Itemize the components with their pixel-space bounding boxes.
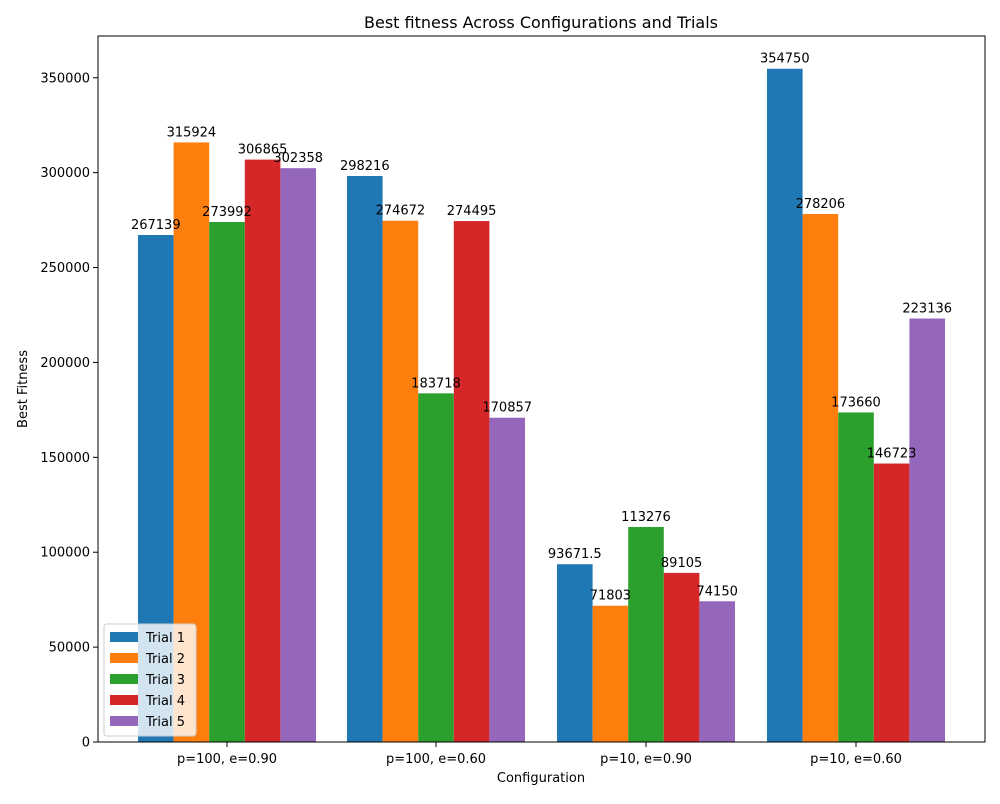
legend-swatch-trial-1 bbox=[110, 632, 138, 642]
y-tick-label: 200000 bbox=[40, 356, 90, 371]
bar-trial-3-config-4 bbox=[838, 412, 874, 742]
bar-trial-5-config-4 bbox=[909, 318, 945, 742]
legend-label-trial-1: Trial 1 bbox=[145, 631, 185, 646]
data-label-trial-2-config-1: 315924 bbox=[167, 125, 217, 140]
legend: Trial 1 Trial 2 Trial 3 Trial 4 Trial 5 bbox=[103, 623, 197, 737]
legend-box bbox=[103, 623, 197, 737]
data-label-trial-3-config-2: 183718 bbox=[411, 376, 461, 391]
legend-swatch-trial-3 bbox=[110, 674, 138, 684]
x-axis: p=100, e=0.90 p=100, e=0.60 p=10, e=0.90 p=… bbox=[177, 742, 902, 767]
data-label-trial-4-config-1: 306865 bbox=[238, 143, 288, 158]
y-tick-label: 250000 bbox=[40, 261, 90, 276]
data-label-trial-5-config-4: 223136 bbox=[902, 302, 952, 317]
legend-label-trial-2: Trial 2 bbox=[145, 652, 185, 667]
y-tick-label: 0 bbox=[82, 736, 90, 751]
data-label-trial-1-config-1: 267139 bbox=[131, 218, 181, 233]
bar-trial-4-config-1 bbox=[244, 159, 281, 742]
data-label-trial-1-config-2: 298216 bbox=[340, 159, 390, 174]
data-label-trial-3-config-4: 173660 bbox=[831, 395, 881, 410]
data-label-trial-3-config-3: 113276 bbox=[621, 510, 671, 525]
y-tick-label: 100000 bbox=[40, 546, 90, 561]
bar-trial-3-config-2 bbox=[418, 393, 454, 742]
data-label-trial-2-config-4: 278206 bbox=[796, 197, 846, 212]
x-axis-label: Configuration bbox=[497, 771, 585, 786]
data-labels-layer: 267139 298216 93671.5 354750 315924 274672 718… bbox=[131, 52, 952, 604]
bar-trial-4-config-3 bbox=[663, 572, 700, 742]
data-label-trial-4-config-2: 274495 bbox=[447, 204, 497, 219]
legend-label-trial-5: Trial 5 bbox=[145, 715, 185, 730]
plot-frame bbox=[97, 35, 986, 743]
data-label-trial-2-config-3: 71803 bbox=[590, 589, 631, 604]
data-label-trial-2-config-2: 274672 bbox=[376, 204, 426, 219]
bar-trial-1-config-3 bbox=[557, 564, 593, 742]
bar-trial-2-config-2 bbox=[382, 220, 419, 743]
bar-trial-5-config-2 bbox=[489, 417, 525, 742]
bar-trial-3-config-3 bbox=[628, 527, 664, 742]
bars-layer bbox=[138, 68, 945, 743]
x-tick-label: p=10, e=0.90 bbox=[600, 752, 692, 767]
legend-swatch-trial-2 bbox=[110, 653, 138, 663]
bar-trial-5-config-1 bbox=[280, 168, 316, 742]
legend-swatch-trial-5 bbox=[110, 716, 138, 726]
data-label-trial-1-config-4: 354750 bbox=[760, 52, 810, 67]
bar-trial-1-config-4 bbox=[767, 68, 803, 742]
bar-trial-5-config-3 bbox=[699, 601, 735, 742]
y-tick-label: 50000 bbox=[49, 641, 90, 656]
legend-label-trial-3: Trial 3 bbox=[145, 673, 185, 688]
bar-trial-4-config-2 bbox=[453, 221, 490, 742]
data-label-trial-4-config-3: 89105 bbox=[661, 556, 702, 571]
bar-trial-3-config-1 bbox=[209, 222, 245, 743]
chart-title: Best fitness Across Configurations and T… bbox=[364, 13, 718, 32]
bar-trial-2-config-4 bbox=[802, 214, 839, 742]
y-tick-label: 150000 bbox=[40, 451, 90, 466]
bar-trial-2-config-3 bbox=[592, 605, 629, 742]
bar-trial-1-config-2 bbox=[347, 176, 383, 742]
x-tick-label: p=10, e=0.60 bbox=[810, 752, 902, 767]
data-label-trial-1-config-3: 93671.5 bbox=[548, 547, 602, 562]
y-tick-label: 300000 bbox=[40, 166, 90, 181]
x-tick-label: p=100, e=0.60 bbox=[386, 752, 486, 767]
y-tick-label: 350000 bbox=[40, 71, 90, 86]
bar-trial-4-config-4 bbox=[873, 463, 910, 742]
data-label-trial-3-config-1: 273992 bbox=[202, 205, 252, 220]
legend-label-trial-4: Trial 4 bbox=[145, 694, 185, 709]
x-tick-label: p=100, e=0.90 bbox=[177, 752, 277, 767]
data-label-trial-5-config-3: 74150 bbox=[697, 584, 738, 599]
data-label-trial-4-config-4: 146723 bbox=[867, 447, 917, 462]
y-axis: 0 50000 100000 150000 200000 250000 300000 3500… bbox=[40, 71, 98, 751]
legend-swatch-trial-4 bbox=[110, 695, 138, 705]
data-label-trial-5-config-2: 170857 bbox=[482, 401, 532, 416]
data-label-trial-5-config-1: 302358 bbox=[273, 151, 323, 166]
y-axis-label: Best Fitness bbox=[16, 350, 31, 428]
